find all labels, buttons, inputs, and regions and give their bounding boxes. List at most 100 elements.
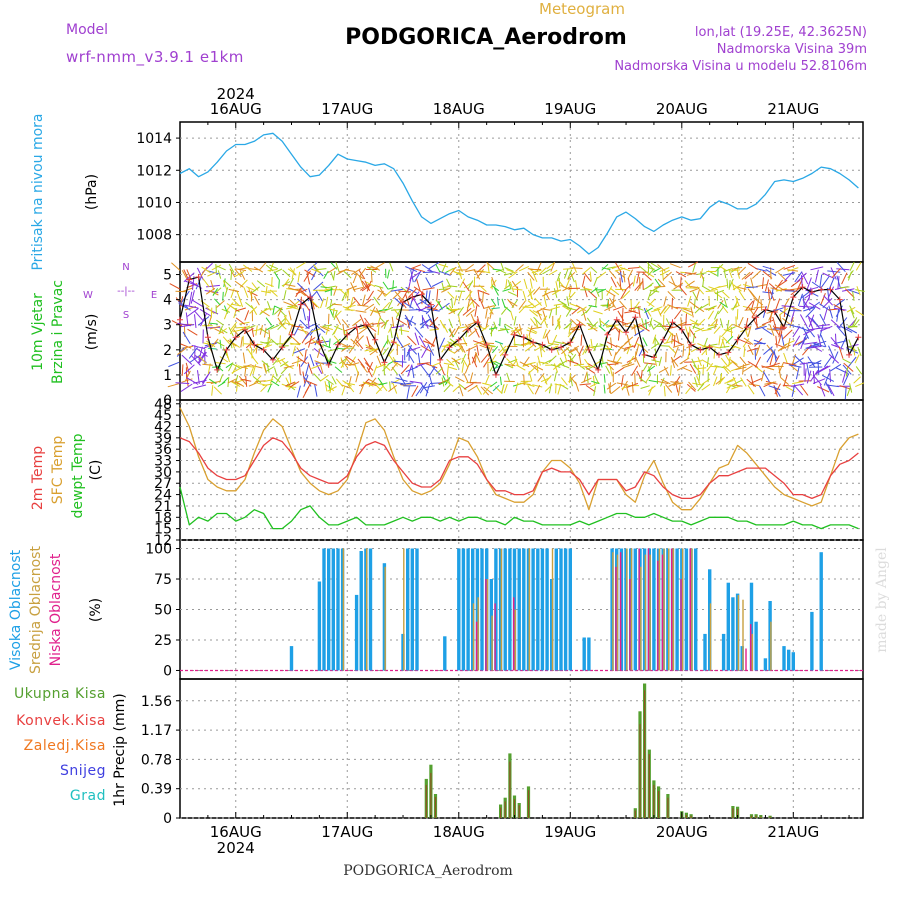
wind-arrow xyxy=(759,385,766,397)
wind-arrow xyxy=(663,296,667,307)
high-cloud-bar xyxy=(582,637,586,671)
wind-arrow xyxy=(686,272,697,276)
wind-arrow xyxy=(368,379,379,385)
wind-arrow xyxy=(621,314,624,327)
wind-speed-point xyxy=(204,334,211,341)
wind-arrow xyxy=(359,276,365,288)
wind-arrow xyxy=(682,345,685,357)
wind-arrow xyxy=(251,365,263,369)
wind-arrow xyxy=(838,346,844,359)
wind-arrow xyxy=(168,361,180,368)
wind-arrow xyxy=(398,329,410,333)
wind-arrow xyxy=(270,373,274,384)
wind-arrow xyxy=(323,270,329,279)
wind-arrow xyxy=(667,304,679,310)
wind-arrow xyxy=(653,319,662,326)
wind-arrow xyxy=(222,336,231,345)
wind-arrow xyxy=(242,264,253,272)
wind-speed-point xyxy=(334,341,341,348)
wind-arrow xyxy=(682,310,693,317)
wind-arrow xyxy=(315,290,323,302)
wind-arrow xyxy=(499,343,505,352)
bottom-day-label: 19AUG xyxy=(544,823,596,841)
wind-arrow xyxy=(614,262,622,273)
high-cloud-bar xyxy=(498,548,503,671)
wind-arrow xyxy=(696,286,705,295)
wind-arrow xyxy=(681,366,693,373)
wind-arrow xyxy=(482,382,493,387)
wind-arrow xyxy=(805,307,816,318)
wind-arrow xyxy=(350,338,360,347)
wind-arrow xyxy=(370,265,381,271)
wind-speed-point xyxy=(418,291,425,298)
wind-arrow xyxy=(473,269,481,280)
convective-precip-bar xyxy=(644,690,646,818)
high-cloud-bar xyxy=(638,548,642,671)
wind-arrow xyxy=(853,345,856,356)
wind-arrow xyxy=(738,290,746,300)
wind-arrow xyxy=(651,308,661,313)
low-cloud-bar xyxy=(475,621,478,671)
wind-speed-point xyxy=(539,341,546,348)
wind-arrow xyxy=(364,348,375,352)
wind-arrow xyxy=(332,303,343,306)
wind-arrow xyxy=(537,373,545,382)
wind-arrow xyxy=(389,262,394,272)
wind-speed-point xyxy=(548,346,555,353)
wind-arrow xyxy=(311,300,320,309)
wind-arrow xyxy=(726,326,736,332)
wind-arrow xyxy=(291,359,303,365)
wind-speed-point xyxy=(743,324,750,331)
wind-arrow xyxy=(421,264,433,272)
wind-arrow xyxy=(610,276,617,288)
wind-arrow xyxy=(308,335,313,348)
wind-arrow xyxy=(609,297,616,308)
wind-arrow xyxy=(501,306,508,315)
wind-arrow xyxy=(659,267,670,273)
mid-cloud-bar xyxy=(366,548,368,671)
wind-arrow xyxy=(559,357,565,367)
wind-arrow xyxy=(624,282,634,292)
wind-arrow xyxy=(363,357,371,368)
wind-arrow xyxy=(714,319,718,329)
wind-arrow xyxy=(797,293,803,307)
high-cloud-bar xyxy=(587,637,591,671)
pressure-unit: (hPa) xyxy=(84,174,100,210)
wind-arrow xyxy=(480,353,489,363)
wind-arrow xyxy=(207,271,218,277)
high-cloud-bar xyxy=(763,658,768,671)
wind-arrow xyxy=(283,315,291,325)
wind-speed-point xyxy=(688,341,695,348)
wind-arrow xyxy=(414,327,424,338)
wind-arrow xyxy=(578,345,584,357)
wind-arrow xyxy=(823,295,833,306)
wind-arrow xyxy=(420,318,430,329)
wind-arrow xyxy=(311,364,322,369)
convective-precip-bar xyxy=(769,816,771,818)
wind-arrow xyxy=(552,334,558,344)
wind-arrow xyxy=(233,307,238,319)
high-cloud-bar xyxy=(633,548,637,671)
wind-arrow xyxy=(857,346,862,357)
wind-arrow xyxy=(319,374,329,382)
wind-arrow xyxy=(575,304,586,312)
wind-arrow xyxy=(730,360,740,368)
wind-arrow xyxy=(673,282,684,290)
wind-arrow xyxy=(593,276,598,287)
wind-arrow xyxy=(668,345,677,354)
wind-arrow xyxy=(568,324,571,335)
wind-arrow xyxy=(486,262,495,270)
mid-cloud-bar xyxy=(640,566,642,671)
wind-arrow xyxy=(850,309,855,319)
wind-arrow xyxy=(439,302,450,311)
wind-arrow xyxy=(406,386,410,399)
wind-arrow xyxy=(590,287,598,294)
wind-arrow xyxy=(775,298,781,310)
wind-arrow xyxy=(602,319,610,327)
wind-arrow xyxy=(438,270,451,276)
wind-arrow xyxy=(328,308,338,312)
convective-precip-bar xyxy=(755,815,757,818)
wind-arrow xyxy=(620,289,627,300)
wind-arrow xyxy=(843,373,850,386)
wind-arrow xyxy=(482,386,490,395)
